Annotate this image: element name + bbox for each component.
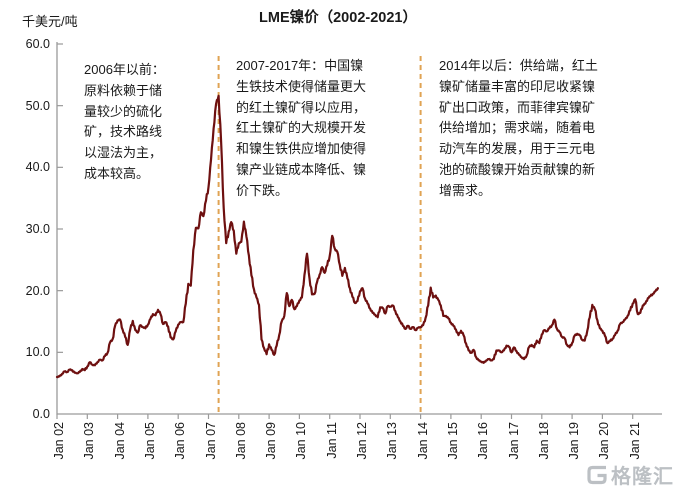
y-axis-label: 60.0 <box>25 37 50 51</box>
gelonghui-watermark: 格隆汇 <box>585 460 674 489</box>
y-axis-label: 20.0 <box>25 283 50 298</box>
x-axis-label: Jan 17 <box>506 422 521 460</box>
annotation-after-2014: 2014年以后：供给端，红土 镍矿储量丰富的印尼收紧镍 矿出口政策，而菲律宾镍矿… <box>439 58 598 198</box>
annotation-2007-2017: 2007-2017年：中国镍 生铁技术使得储量更大 的红土镍矿得以应用， 红土镍… <box>236 58 367 198</box>
x-axis-label: Jan 12 <box>355 422 369 460</box>
x-axis-label: Jan 19 <box>567 422 582 460</box>
x-axis-label: Jan 02 <box>52 422 66 460</box>
axis-lines <box>56 42 662 415</box>
x-axis-label: Jan 13 <box>385 422 400 460</box>
x-axis-label: Jan 09 <box>264 422 279 460</box>
y-axis-label: 40.0 <box>25 160 50 175</box>
gelonghui-watermark-text: 格隆汇 <box>611 466 674 488</box>
y-axis-label: 50.0 <box>25 98 50 113</box>
annotation-before-2006: 2006年以前： 原料依赖于储 量较少的硫化 矿，技术路线 以湿法为主， 成本较… <box>84 62 165 181</box>
x-axis-label: Jan 16 <box>476 422 491 460</box>
chart-title: LME镍价（2002-2021） <box>259 10 417 26</box>
y-axis-label: 10.0 <box>25 345 50 360</box>
x-axis-label: Jan 05 <box>142 422 157 460</box>
x-axis-label: Jan 15 <box>445 422 460 460</box>
gelonghui-logo-icon <box>587 465 607 484</box>
x-axis-label: Jan 18 <box>536 422 551 460</box>
nickel-price-line <box>55 94 660 379</box>
y-axis-unit-label: 千美元/吨 <box>22 14 78 29</box>
x-axis-label: Jan 14 <box>415 422 430 460</box>
x-axis-label: Jan 08 <box>233 422 248 460</box>
x-axis-label: Jan 04 <box>112 422 127 460</box>
x-axis-label: Jan 10 <box>294 422 309 460</box>
x-axis-label: Jan 07 <box>203 422 218 460</box>
x-axis-label: Jan 06 <box>173 422 188 460</box>
y-axis-label: 30.0 <box>25 222 50 236</box>
x-axis-label: Jan 11 <box>324 422 339 459</box>
y-axis-label: 0.0 <box>32 407 50 421</box>
x-axis-label: Jan 03 <box>82 422 97 460</box>
